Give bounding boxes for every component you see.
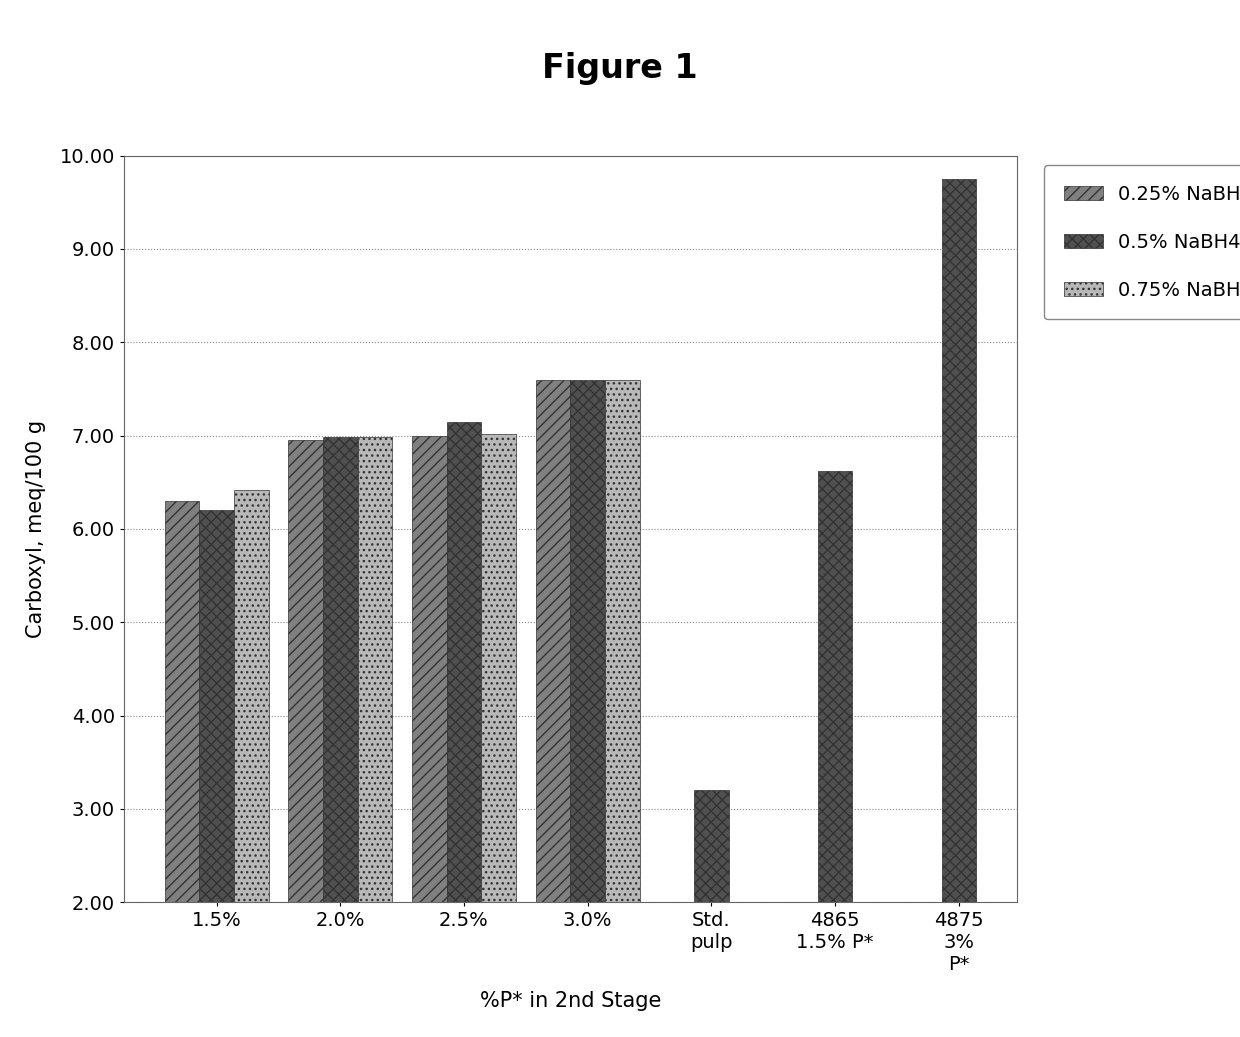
Bar [200,510,234,902]
Bar [694,790,729,902]
Y-axis label: Carboxyl, meq/100 g: Carboxyl, meq/100 g [26,420,46,638]
Bar [234,489,269,902]
Text: Figure 1: Figure 1 [542,52,698,85]
Bar [289,440,322,902]
Bar [481,433,516,902]
Bar [446,422,481,902]
Bar [165,501,200,902]
Bar [570,380,605,902]
X-axis label: %P* in 2nd Stage: %P* in 2nd Stage [480,991,661,1011]
Bar [536,380,570,902]
Bar [941,179,976,902]
Bar [412,436,446,902]
Legend: 0.25% NaBH4, 0.5% NaBH4, 0.75% NaBH4: 0.25% NaBH4, 0.5% NaBH4, 0.75% NaBH4 [1044,165,1240,319]
Bar [357,438,392,902]
Bar [605,380,640,902]
Bar [818,471,852,902]
Bar [322,438,357,902]
